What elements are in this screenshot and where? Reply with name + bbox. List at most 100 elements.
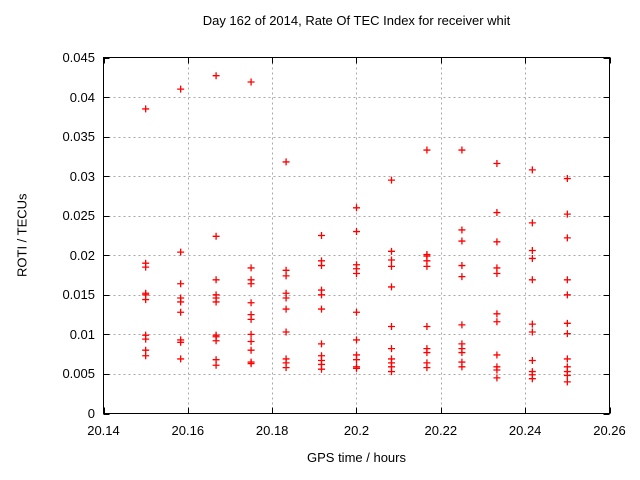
y-tick-label: 0.015 [62,287,95,303]
data-point-marker [177,280,185,288]
data-point-marker [247,346,255,354]
data-point-marker [423,262,431,270]
data-point-marker [458,363,466,371]
data-point-marker [282,158,290,166]
data-point-marker [387,176,395,184]
y-tick-label: 0.01 [69,326,95,342]
data-point-marker [458,226,466,234]
data-point-marker [493,318,501,326]
data-point-marker [247,78,255,86]
y-tick-label: 0.03 [69,168,95,184]
x-tick-label: 20.18 [255,423,289,438]
data-point-marker [528,247,536,255]
y-tick-label: 0.005 [62,366,95,382]
data-point-marker [563,372,571,380]
data-point-marker [212,337,220,345]
data-point-marker [142,263,150,271]
data-point-marker [318,340,326,348]
x-tick-label: 20.22 [424,423,458,438]
data-point-marker [353,336,360,344]
x-axis-title: GPS time / hours [307,450,406,465]
data-point-marker [247,315,255,323]
data-point-marker [387,262,395,270]
data-point-marker [458,146,466,154]
x-tick-label: 20.2 [343,423,370,438]
data-point-marker [142,335,150,343]
data-point-marker [212,361,220,369]
data-point-marker [387,322,395,330]
data-point-marker [563,319,571,327]
x-tick-label: 20.16 [171,423,205,438]
data-point-marker [177,248,185,256]
data-point-marker [212,72,220,80]
data-point-marker [282,364,290,372]
data-point-marker [212,298,220,306]
data-point-marker [318,262,326,270]
data-point-marker [458,273,466,281]
data-point-marker [142,105,150,113]
data-point-marker [423,349,431,357]
y-tick-label: 0.02 [69,247,95,263]
data-point-marker [493,209,501,217]
y-tick-label: 0.04 [69,89,95,105]
data-point-marker [177,308,185,316]
data-point-marker [318,365,326,373]
data-point-marker [387,368,395,376]
y-tick-label: 0 [87,406,95,421]
data-point-marker [563,175,571,183]
data-point-marker [247,264,255,272]
data-point-marker [528,166,536,174]
data-point-marker [423,322,431,330]
data-point-marker [493,238,501,246]
data-point-marker [212,276,220,284]
data-point-marker [423,364,431,372]
data-point-marker [247,280,255,288]
data-point-marker [493,351,501,359]
data-point-marker [282,272,290,280]
data-point-marker [458,262,466,270]
data-point-marker [387,283,395,291]
data-point-marker [247,330,255,338]
data-point-marker [353,204,360,212]
data-point-marker [493,269,501,277]
data-point-marker [528,328,536,336]
data-point-marker [353,364,360,372]
data-point-marker [563,234,571,242]
data-point-marker [528,356,536,364]
data-point-marker [247,299,255,307]
data-point-marker [423,146,431,154]
data-point-marker [387,345,395,353]
y-tick-label: 0.025 [62,208,95,224]
x-tick-label: 20.24 [508,423,542,438]
data-point-marker [318,232,326,239]
data-point-marker [528,219,536,227]
data-point-marker [528,320,536,328]
data-point-marker [563,276,571,284]
data-point-marker [282,294,290,302]
data-point-marker [142,296,150,304]
data-point-marker [493,310,501,318]
data-point-marker [177,355,185,363]
data-point-marker [563,210,571,218]
data-point-marker [318,305,326,313]
x-tick-label: 20.14 [87,423,120,438]
data-points [142,72,571,386]
data-point-marker [177,338,185,346]
data-point-marker [282,305,290,313]
data-point-marker [458,349,466,357]
data-point-marker [282,328,290,336]
data-point-marker [563,378,571,386]
data-point-marker [493,366,501,374]
data-point-marker [353,228,360,236]
data-point-marker [563,330,571,338]
data-point-marker [493,160,501,168]
data-point-marker [177,298,185,306]
data-point-marker [353,356,360,364]
data-point-marker [247,338,255,346]
data-point-marker [353,269,360,277]
data-point-marker [528,254,536,262]
data-point-marker [563,291,571,299]
data-point-marker [318,291,326,299]
data-point-marker [458,321,466,329]
